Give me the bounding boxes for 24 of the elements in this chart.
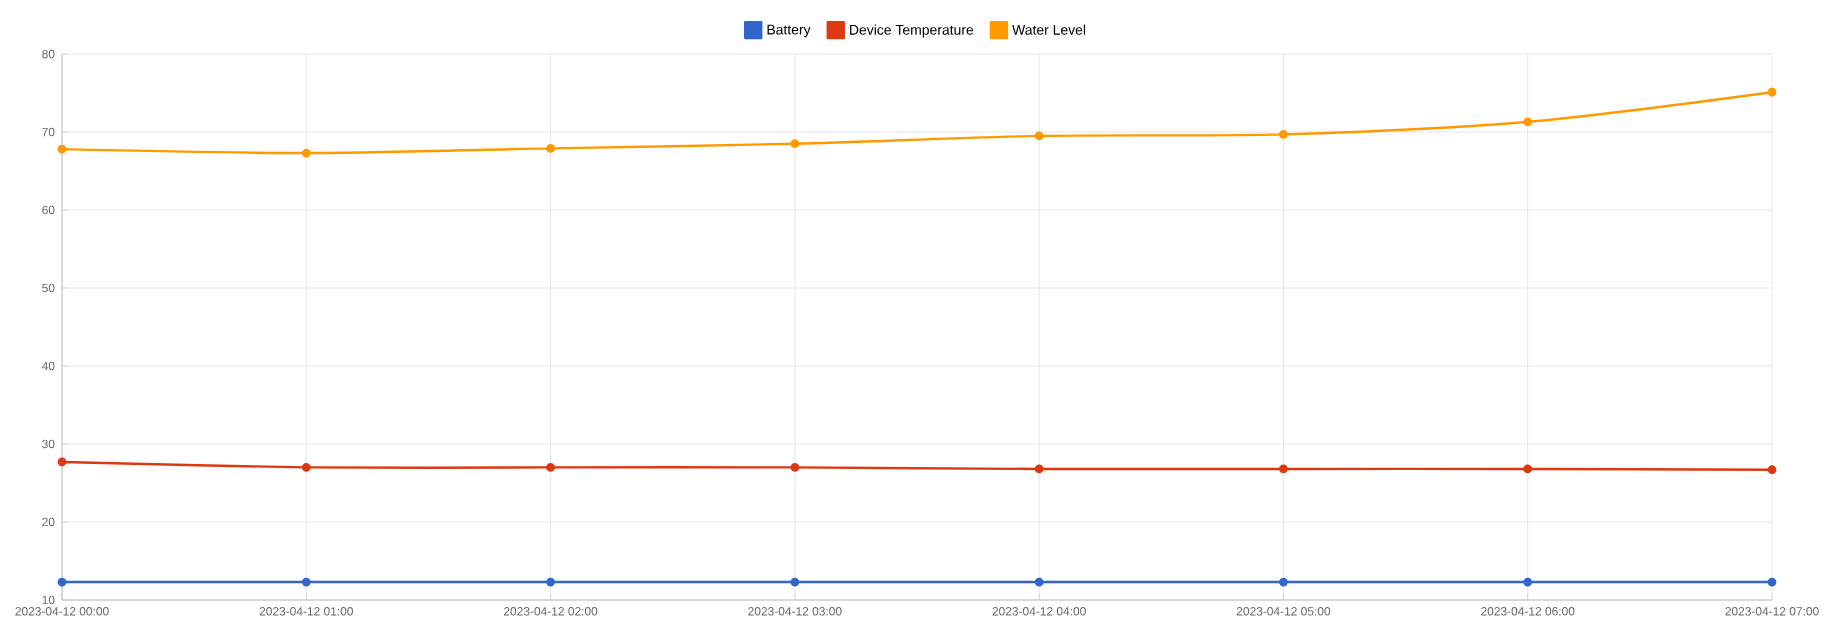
point — [546, 463, 555, 472]
point — [57, 457, 67, 467]
point — [790, 139, 800, 149]
point — [790, 463, 800, 472]
point — [301, 463, 311, 472]
point — [1279, 129, 1288, 139]
point — [1034, 464, 1044, 474]
point — [57, 577, 67, 587]
point — [1523, 117, 1533, 127]
point — [1034, 131, 1044, 141]
point — [1767, 465, 1777, 475]
point — [301, 577, 311, 587]
point — [546, 143, 555, 153]
point — [546, 577, 555, 587]
point — [1523, 464, 1533, 474]
point — [1767, 577, 1777, 587]
point — [1279, 464, 1288, 474]
point — [1523, 577, 1533, 587]
point — [1767, 87, 1777, 97]
point — [57, 144, 67, 154]
point — [790, 577, 800, 587]
point — [301, 148, 311, 158]
point — [1034, 577, 1044, 587]
point — [1279, 577, 1288, 587]
